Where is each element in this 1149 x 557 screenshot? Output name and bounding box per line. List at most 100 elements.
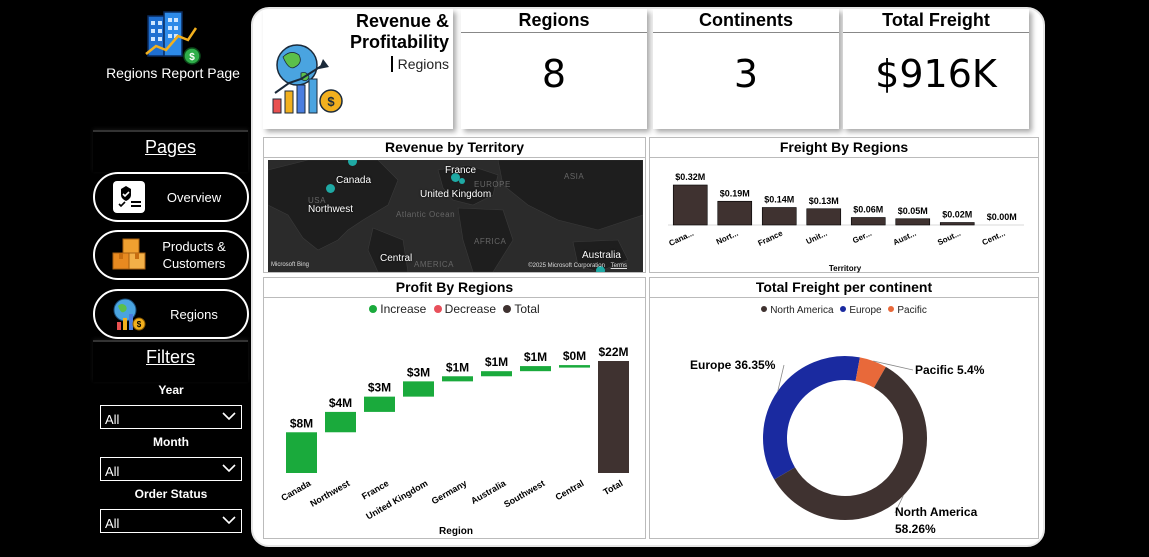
boxes-icon — [112, 238, 146, 270]
nav-label-products-customers: Products & Customers — [162, 239, 226, 271]
freight-per-continent-visual[interactable]: Total Freight per continent North Americ… — [649, 277, 1039, 539]
waterfall-bar[interactable] — [520, 366, 551, 372]
legend-item-increase[interactable]: Increase — [369, 302, 426, 316]
legend-swatch — [433, 304, 442, 313]
data-label: $0.13M — [809, 196, 839, 206]
tick-label: Southwest — [502, 478, 546, 509]
nav-button-products-customers[interactable]: Products & Customers — [93, 230, 249, 280]
legend-item-pacific[interactable]: Pacific — [888, 305, 927, 316]
legend-swatch — [888, 306, 895, 313]
freight-by-regions-visual[interactable]: Freight By Regions $0.32M Cana... $0.19M No… — [649, 137, 1039, 273]
kpi-value: 8 — [541, 52, 567, 96]
report-title: Revenue & Profitability — [349, 11, 449, 52]
map-copyright: ©2025 Microsoft Corporation — [528, 263, 605, 269]
map-bubble[interactable] — [451, 173, 460, 182]
map-bubble[interactable] — [459, 178, 465, 184]
profit-by-regions-visual[interactable]: Profit By Regions Increase Decrease Tota… — [263, 277, 646, 539]
data-label: $0.05M — [898, 206, 928, 216]
nav-label-regions: Regions — [170, 306, 218, 322]
data-label: $3M — [368, 381, 391, 395]
report-subtitle: Regions — [390, 56, 449, 72]
donut-slice[interactable] — [855, 357, 886, 388]
data-label: $0.00M — [987, 212, 1017, 222]
legend-swatch — [503, 304, 512, 313]
legend-item-north-america[interactable]: North America — [761, 305, 834, 316]
legend-label: Increase — [380, 302, 427, 316]
waterfall-bar[interactable] — [364, 396, 395, 412]
tick-label: Ger... — [851, 229, 873, 246]
map-canvas[interactable]: EUROPE USA Atlantic Ocean AFRICA AMERICA… — [268, 160, 643, 272]
year-filter-dropdown[interactable]: All — [100, 405, 242, 429]
kpi-card-total-freight: Total Freight $916K — [843, 9, 1029, 129]
globe-chart-icon: $ — [113, 298, 146, 331]
sidebar: $ Regions Report Page Pages Overview Pro… — [0, 0, 255, 557]
svg-text:$: $ — [327, 94, 335, 109]
waterfall-bar[interactable] — [442, 376, 473, 382]
map-attribution: ©2025 Microsoft Corporation Terms — [528, 263, 627, 269]
legend-item-decrease[interactable]: Decrease — [433, 302, 496, 316]
freight-bar[interactable] — [672, 184, 708, 226]
freight-bar[interactable] — [895, 218, 931, 226]
order-status-filter-dropdown[interactable]: All — [100, 509, 242, 533]
svg-text:$: $ — [137, 320, 142, 329]
legend-item-total[interactable]: Total — [503, 302, 540, 316]
data-label: $1M — [446, 360, 469, 374]
waterfall-bar[interactable] — [559, 365, 590, 368]
svg-text:$: $ — [189, 52, 195, 63]
waterfall-bar[interactable] — [403, 381, 434, 397]
chevron-down-icon — [222, 412, 236, 421]
profit-legend: Increase Decrease Total — [264, 302, 645, 316]
map-region-label: USA — [308, 196, 326, 205]
donut-slice[interactable] — [763, 356, 860, 480]
donut-slice[interactable] — [774, 366, 927, 520]
donut-label-north-america: North America — [895, 505, 978, 519]
month-filter-dropdown[interactable]: All — [100, 457, 242, 481]
building-chart-icon: $ — [145, 11, 201, 65]
waterfall-bar[interactable] — [286, 432, 317, 473]
waterfall-bar[interactable] — [325, 411, 356, 433]
bing-logo: Microsoft Bing — [271, 262, 310, 268]
year-filter-value: All — [105, 412, 120, 427]
report-canvas: $ Revenue & Profitability Regions Region… — [251, 7, 1045, 547]
tick-label: France — [360, 478, 391, 501]
data-label: $0.14M — [764, 195, 794, 205]
legend-label: Pacific — [897, 305, 927, 316]
continent-donut-chart: Europe 36.35% Pacific 5.4% North America 58… — [690, 356, 985, 536]
month-filter-value: All — [105, 464, 120, 479]
filters-section-title: Filters — [93, 340, 248, 382]
map-territory-label: Canada — [336, 175, 372, 186]
map-bubble[interactable] — [326, 184, 335, 193]
tick-label: Total — [601, 478, 624, 497]
legend-item-europe[interactable]: Europe — [840, 305, 882, 316]
map-region-label: EUROPE — [474, 180, 511, 189]
map-territory-label: Northwest — [308, 204, 354, 215]
freight-bar-chart: $0.32M Cana... $0.19M Nort... $0.14M France $0… — [668, 172, 1024, 273]
tick-label: Cent... — [981, 229, 1007, 247]
data-label: $1M — [524, 350, 547, 364]
waterfall-bar[interactable] — [598, 361, 629, 473]
data-label: $0M — [563, 349, 586, 363]
freight-bar[interactable] — [850, 217, 886, 226]
data-label: $0.06M — [853, 205, 883, 215]
chevron-down-icon — [222, 464, 236, 473]
nav-button-regions[interactable]: $ Regions — [93, 289, 249, 339]
freight-bar[interactable] — [717, 200, 753, 226]
map-region-label: AMERICA — [414, 260, 454, 269]
nav-button-overview[interactable]: Overview — [93, 172, 249, 222]
order-status-filter-value: All — [105, 516, 120, 531]
tick-label: Germany — [430, 478, 469, 506]
freight-bar[interactable] — [939, 222, 975, 226]
legend-label: Europe — [849, 305, 882, 316]
freight-bar[interactable] — [761, 207, 797, 226]
map-bubble[interactable] — [348, 160, 357, 166]
revenue-map-visual[interactable]: Revenue by Territory EUROPE USA Atlantic… — [263, 137, 646, 273]
map-bubble[interactable] — [596, 266, 605, 272]
legend-swatch — [840, 306, 847, 313]
freight-bar[interactable] — [806, 208, 842, 226]
map-terms-link[interactable]: Terms — [610, 263, 627, 269]
x-axis-title: Region — [439, 526, 473, 537]
waterfall-bar[interactable] — [481, 371, 512, 377]
data-label: $0.19M — [720, 188, 750, 198]
data-label: $22M — [598, 345, 628, 359]
map-territory-label: France — [445, 165, 477, 176]
